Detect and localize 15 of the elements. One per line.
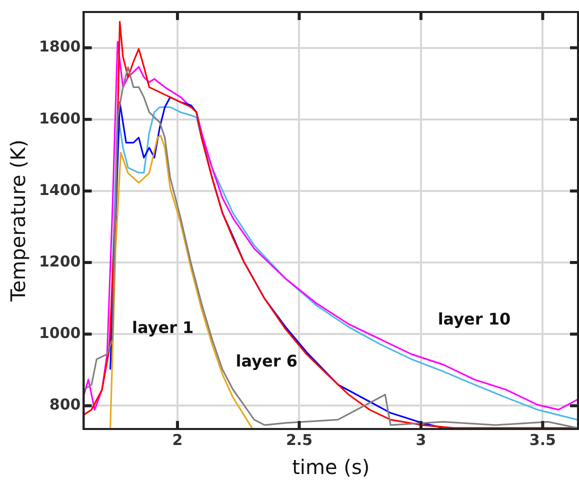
y-tick-label: 1600 — [39, 109, 81, 128]
annotation: layer 10 — [438, 310, 511, 329]
y-tick-label: 1800 — [39, 38, 81, 56]
x-tick-label: 2.5 — [286, 430, 313, 449]
y-tick-label: 800 — [49, 396, 81, 414]
annotation: layer 6 — [236, 351, 298, 370]
x-tick-label: 3.5 — [529, 430, 556, 449]
x-axis-title: time (s) — [292, 455, 370, 480]
x-tick-label: 3 — [416, 430, 426, 449]
annotation: layer 1 — [132, 318, 194, 338]
y-tick-label: 1400 — [39, 180, 81, 199]
y-axis-title: Temperature (K) — [6, 140, 30, 302]
y-tick-label: 1000 — [39, 324, 81, 342]
y-tick-label: 1200 — [39, 252, 81, 270]
x-tick-label: 2 — [172, 430, 183, 449]
